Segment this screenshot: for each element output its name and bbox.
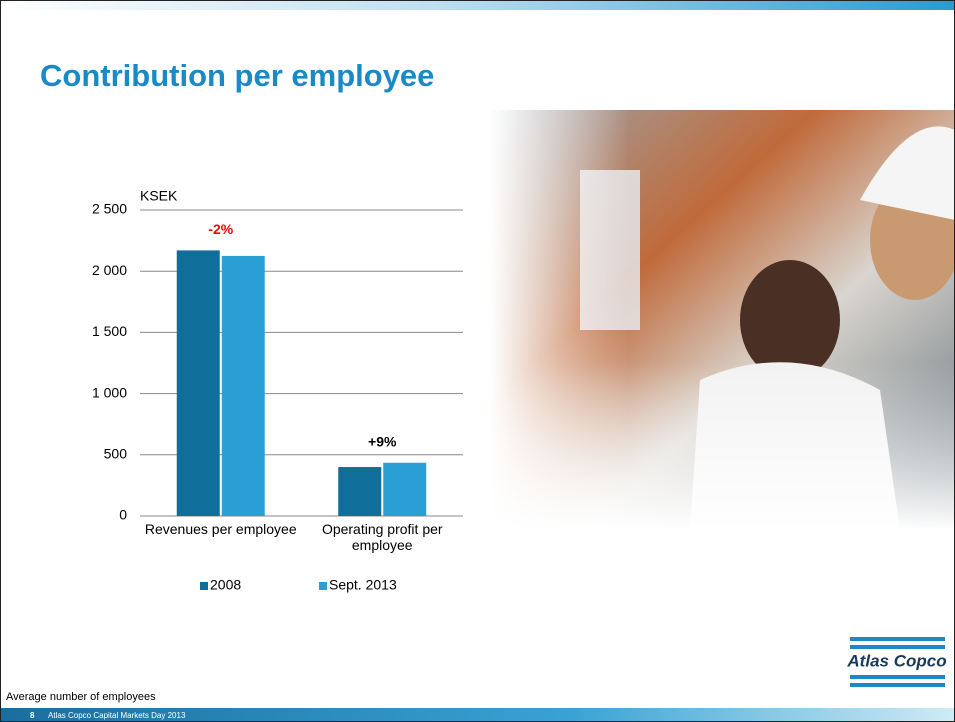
legend-swatch bbox=[319, 582, 327, 590]
y-axis-unit: KSEK bbox=[140, 188, 178, 204]
annotation: -2% bbox=[208, 221, 233, 237]
legend-label: Sept. 2013 bbox=[329, 577, 397, 593]
x-tick-label: Revenues per employee bbox=[144, 521, 297, 537]
top-bar bbox=[0, 0, 955, 10]
y-tick-label: 2 500 bbox=[92, 201, 127, 217]
y-tick-label: 2 000 bbox=[92, 262, 127, 278]
page-number: 8 bbox=[30, 711, 35, 720]
bottom-bar bbox=[0, 708, 955, 722]
legend-swatch bbox=[200, 582, 208, 590]
logo-text: Atlas Copco bbox=[846, 651, 946, 670]
x-tick-label: Operating profit per employee bbox=[321, 521, 443, 553]
legend-label: 2008 bbox=[210, 577, 241, 593]
slide-title: Contribution per employee bbox=[40, 58, 434, 93]
photo bbox=[490, 110, 955, 530]
bar bbox=[221, 255, 265, 516]
y-tick-label: 1 500 bbox=[92, 323, 127, 339]
y-tick-label: 500 bbox=[104, 446, 128, 462]
logo: Atlas Copco bbox=[846, 637, 947, 687]
bar bbox=[338, 467, 382, 516]
bar bbox=[383, 462, 427, 516]
bar bbox=[176, 250, 220, 516]
footnote: Average number of employees bbox=[6, 691, 156, 703]
y-tick-label: 0 bbox=[119, 507, 127, 523]
footer-text: Atlas Copco Capital Markets Day 2013 bbox=[48, 711, 186, 720]
annotation: +9% bbox=[368, 433, 397, 449]
y-tick-label: 1 000 bbox=[92, 384, 127, 400]
